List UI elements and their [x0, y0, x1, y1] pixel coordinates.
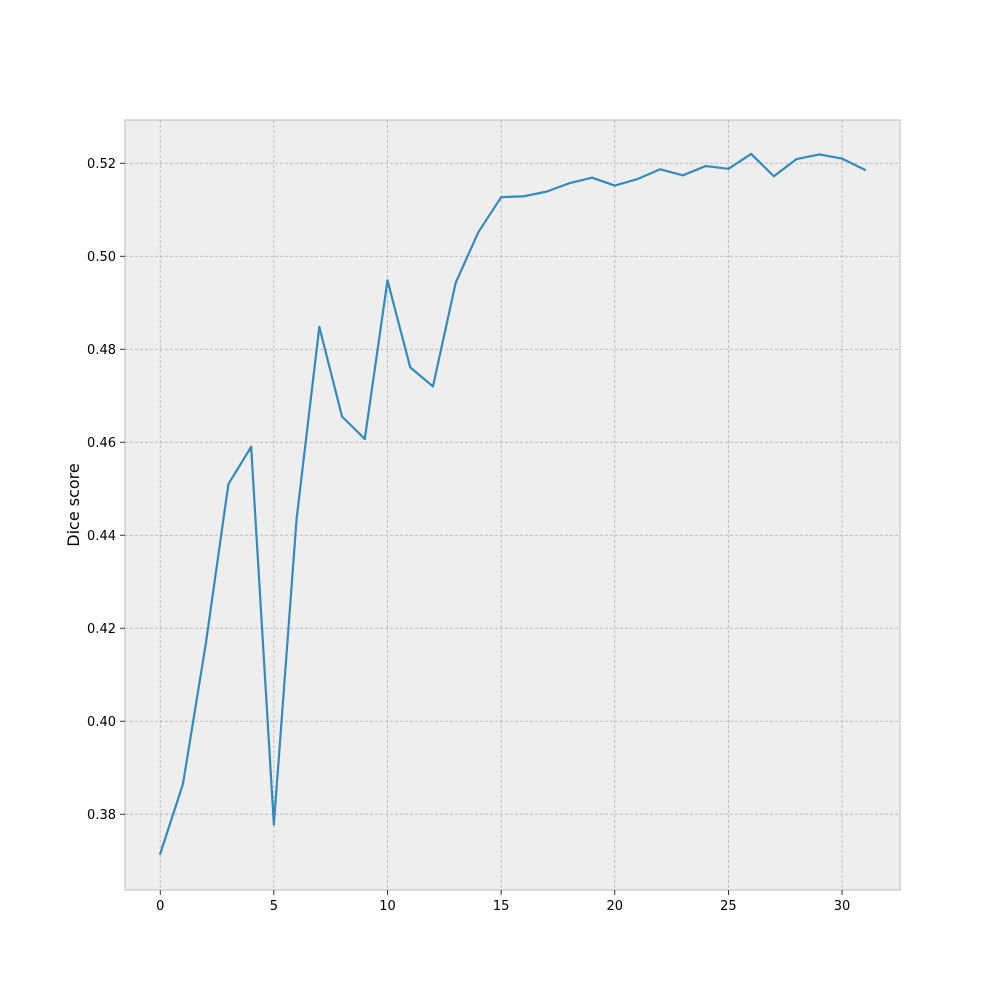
x-gridlines	[159, 120, 843, 890]
data-point	[568, 182, 571, 185]
data-point	[431, 385, 435, 388]
data-point	[409, 366, 412, 369]
x-tick-label: 20	[606, 899, 623, 914]
x-tick-label: 15	[493, 899, 510, 914]
data-point	[795, 157, 798, 161]
y-axis: 0.38 0.40 0.42 0.44 0.46 0.48 0.50 0.52	[87, 157, 125, 823]
y-tick-label: 0.42	[87, 622, 116, 637]
data-point	[272, 823, 275, 826]
data-point	[840, 157, 844, 160]
y-tick-label: 0.40	[87, 715, 116, 730]
data-point	[181, 782, 185, 786]
data-point	[159, 852, 162, 855]
data-point	[477, 230, 480, 234]
data-point	[454, 281, 457, 284]
data-point	[227, 482, 230, 486]
series-line	[159, 152, 866, 855]
data-point	[818, 153, 821, 156]
data-point	[590, 176, 594, 179]
x-tick-label: 30	[834, 899, 851, 914]
data-point	[704, 164, 707, 168]
data-point	[340, 415, 344, 418]
plot-frame	[124, 119, 901, 891]
x-axis: 0 5 10 15 20 25 30	[156, 890, 850, 914]
y-gridlines	[125, 162, 900, 815]
plot-background	[125, 120, 900, 890]
y-tick-label: 0.38	[87, 808, 116, 823]
y-axis-label: Dice score	[64, 463, 83, 546]
x-tick-label: 0	[156, 899, 164, 914]
y-tick-label: 0.46	[87, 436, 116, 451]
y-tick-label: 0.48	[87, 343, 116, 358]
data-point	[545, 190, 548, 193]
data-point	[204, 643, 207, 646]
data-point	[522, 195, 525, 198]
data-point	[500, 196, 503, 199]
data-point	[636, 177, 639, 181]
x-tick-label: 10	[379, 899, 396, 914]
data-point	[613, 184, 616, 187]
y-tick-label: 0.44	[87, 529, 116, 544]
data-point	[659, 168, 662, 171]
x-tick-label: 25	[720, 899, 737, 914]
data-point	[386, 279, 389, 282]
data-point	[250, 445, 253, 448]
data-point	[863, 168, 866, 171]
data-point	[750, 152, 753, 156]
data-point	[727, 167, 730, 170]
data-point	[318, 325, 321, 329]
y-tick-label: 0.52	[87, 157, 116, 172]
y-tick-label: 0.50	[87, 250, 116, 265]
data-point	[363, 437, 366, 441]
data-point	[681, 174, 685, 177]
data-point	[295, 517, 298, 521]
data-point	[772, 175, 775, 178]
series-layer	[159, 152, 866, 855]
x-tick-label: 5	[270, 899, 278, 914]
